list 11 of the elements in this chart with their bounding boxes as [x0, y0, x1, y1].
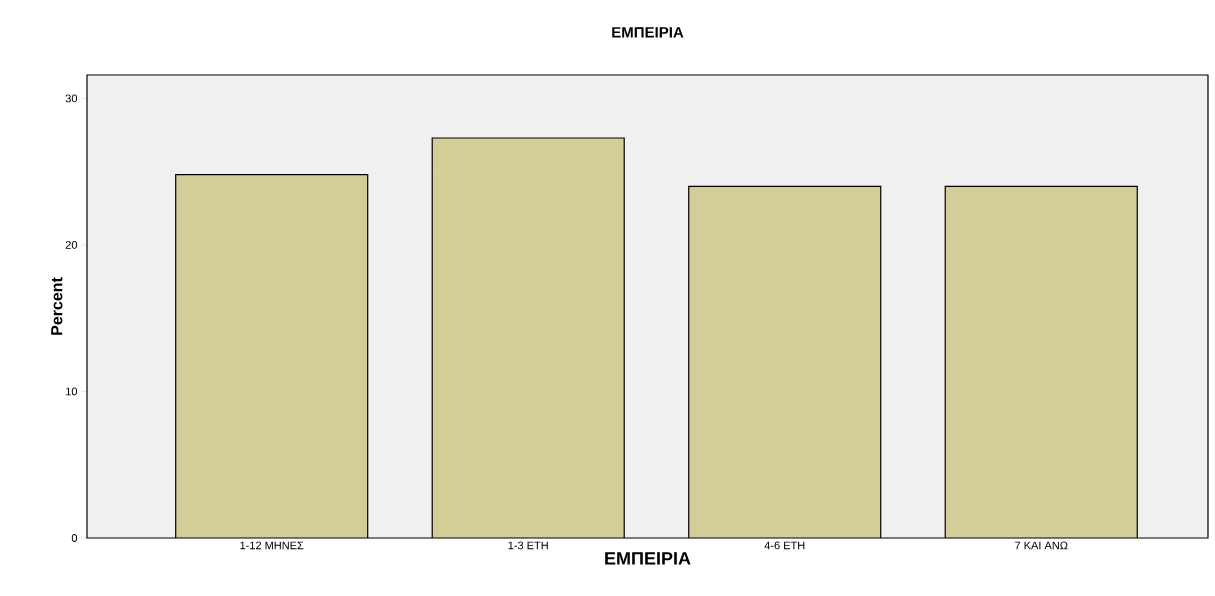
y-tick-label: 10 — [66, 387, 78, 396]
x-axis-title: ΕΜΠΕΙΡΙΑ — [605, 552, 691, 565]
y-tick-label: 20 — [65, 241, 78, 249]
x-tick-label: 1-3 ΕΤΗ — [508, 541, 548, 550]
x-tick-label: 4-6 ΕΤΗ — [764, 541, 805, 550]
y-tick-label: 0 — [71, 534, 78, 542]
chart-title: ΕΜΠΕΙΡΙΑ — [612, 27, 684, 38]
x-tick-label: 7 ΚΑΙ ΑΝΩ — [1015, 541, 1068, 550]
y-axis-title: Percent — [51, 277, 63, 335]
y-tick-label: 30 — [65, 94, 78, 103]
x-tick-label: 1-12 ΜΗΝΕΣ — [240, 541, 304, 550]
